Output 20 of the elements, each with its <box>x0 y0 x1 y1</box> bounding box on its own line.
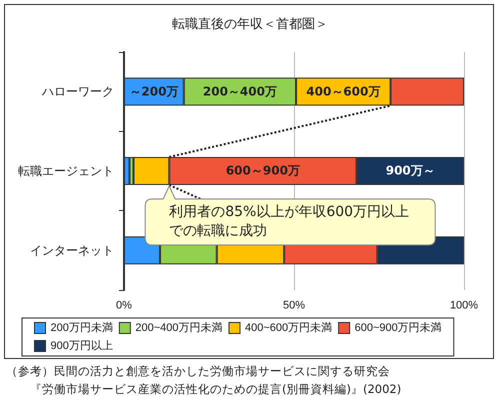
annotation: 200～400万 <box>202 83 277 100</box>
x-tick-label: 0% <box>116 300 132 312</box>
legend-label: 200万円未満 <box>50 321 113 334</box>
annotation: 900万～ <box>386 162 435 180</box>
legend-label: 200~400万円未満 <box>135 321 222 334</box>
chart-title: 転職直後の年収＜首都圏＞ <box>172 16 328 31</box>
y-tick-label: インターネット <box>30 243 114 258</box>
text: （参考）民間の活力と創意を活かした労働市場サービスに関する研究会 <box>6 363 391 380</box>
annotation: 600～900万 <box>226 162 300 180</box>
annotation: 400～600万 <box>306 83 380 100</box>
annotation: 利用者の85%以上が年収600万円以上での転職に成功 <box>169 203 410 241</box>
y-tick-label: ハローワーク <box>41 84 114 99</box>
x-tick-label: 100% <box>450 300 478 312</box>
annotation: ～200万 <box>129 83 178 100</box>
y-tick-label: 転職エージェント <box>18 164 114 178</box>
x-tick-label: 50% <box>282 300 306 312</box>
legend-label: 900万円以上 <box>50 339 113 352</box>
legend-label: 600~900万円未満 <box>354 321 442 334</box>
text: 『労働市場サービス産業の活性化のための提言(別冊資料編)』(2002) <box>29 381 402 398</box>
legend-label: 400~600万円未満 <box>244 321 332 334</box>
